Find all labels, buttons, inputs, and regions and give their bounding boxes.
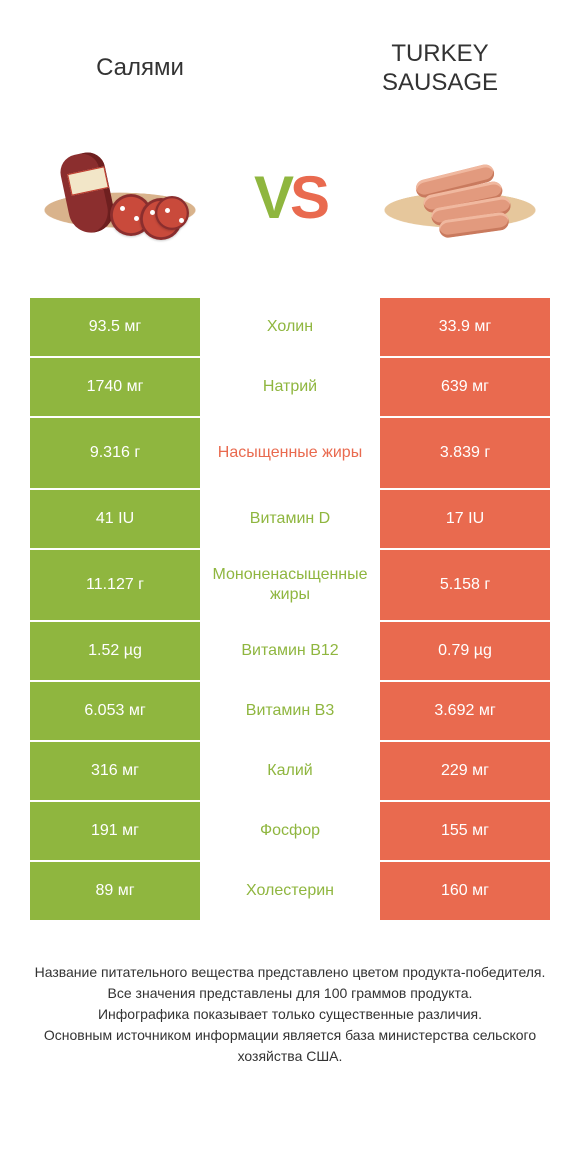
header: Салями TURKEY SAUSAGE (0, 0, 580, 118)
nutrient-label: Витамин B12 (200, 622, 380, 680)
left-value-cell: 316 мг (30, 742, 200, 800)
left-value-cell: 1.52 µg (30, 622, 200, 680)
table-row: 41 IUВитамин D17 IU (30, 490, 550, 550)
left-value-cell: 6.053 мг (30, 682, 200, 740)
nutrient-label: Витамин D (200, 490, 380, 548)
table-row: 9.316 гНасыщенные жиры3.839 г (30, 418, 550, 490)
footer-line: Название питательного вещества представл… (30, 962, 550, 983)
table-row: 89 мгХолестерин160 мг (30, 862, 550, 922)
nutrient-label: Холестерин (200, 862, 380, 920)
table-row: 11.127 гМононенасыщенные жиры5.158 г (30, 550, 550, 622)
left-value-cell: 93.5 мг (30, 298, 200, 356)
nutrient-label: Холин (200, 298, 380, 356)
right-product-image (370, 138, 550, 258)
nutrient-label: Натрий (200, 358, 380, 416)
left-value-cell: 1740 мг (30, 358, 200, 416)
right-value-cell: 639 мг (380, 358, 550, 416)
comparison-table: 93.5 мгХолин33.9 мг1740 мгНатрий639 мг9.… (30, 298, 550, 922)
right-value-cell: 160 мг (380, 862, 550, 920)
right-value-cell: 229 мг (380, 742, 550, 800)
table-row: 316 мгКалий229 мг (30, 742, 550, 802)
right-value-cell: 3.692 мг (380, 682, 550, 740)
table-row: 191 мгФосфор155 мг (30, 802, 550, 862)
right-value-cell: 17 IU (380, 490, 550, 548)
footer-notes: Название питательного вещества представл… (30, 962, 550, 1067)
right-value-cell: 33.9 мг (380, 298, 550, 356)
nutrient-label: Насыщенные жиры (200, 418, 380, 488)
nutrient-label: Фосфор (200, 802, 380, 860)
footer-line: Основным источником информации является … (30, 1025, 550, 1067)
table-row: 6.053 мгВитамин B33.692 мг (30, 682, 550, 742)
right-value-cell: 3.839 г (380, 418, 550, 488)
left-value-cell: 11.127 г (30, 550, 200, 620)
nutrient-label: Калий (200, 742, 380, 800)
right-value-cell: 155 мг (380, 802, 550, 860)
vs-v: V (254, 164, 290, 231)
nutrient-label: Витамин B3 (200, 682, 380, 740)
left-value-cell: 191 мг (30, 802, 200, 860)
left-value-cell: 89 мг (30, 862, 200, 920)
left-product-title: Салями (40, 54, 240, 83)
table-row: 1740 мгНатрий639 мг (30, 358, 550, 418)
left-value-cell: 9.316 г (30, 418, 200, 488)
vs-s: S (290, 164, 326, 231)
table-row: 93.5 мгХолин33.9 мг (30, 298, 550, 358)
left-value-cell: 41 IU (30, 490, 200, 548)
nutrient-label: Мононенасыщенные жиры (200, 550, 380, 620)
vs-label: VS (254, 163, 326, 232)
left-product-image (30, 138, 210, 258)
table-row: 1.52 µgВитамин B120.79 µg (30, 622, 550, 682)
footer-line: Инфографика показывает только существенн… (30, 1004, 550, 1025)
images-row: VS (0, 118, 580, 298)
footer-line: Все значения представлены для 100 граммо… (30, 983, 550, 1004)
right-value-cell: 0.79 µg (380, 622, 550, 680)
right-product-title: TURKEY SAUSAGE (340, 40, 540, 98)
right-value-cell: 5.158 г (380, 550, 550, 620)
